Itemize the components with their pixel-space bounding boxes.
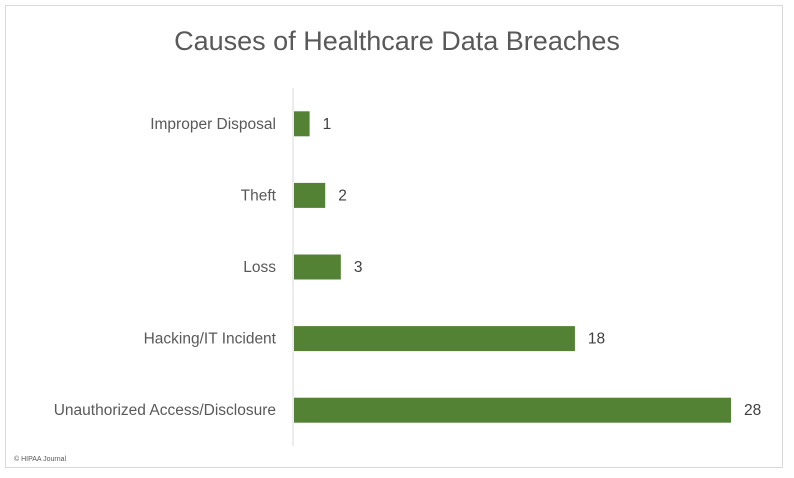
copyright-text: © HIPAA Journal bbox=[14, 456, 67, 463]
bars bbox=[294, 111, 731, 423]
bar bbox=[294, 111, 310, 137]
data-label: 18 bbox=[588, 331, 605, 348]
category-label: Loss bbox=[243, 259, 276, 276]
data-label: 3 bbox=[354, 259, 363, 276]
chart-title: Causes of Healthcare Data Breaches bbox=[174, 26, 620, 56]
category-label: Hacking/IT Incident bbox=[144, 331, 277, 348]
bar bbox=[294, 326, 575, 352]
data-label: 2 bbox=[338, 187, 347, 204]
category-label: Improper Disposal bbox=[150, 116, 276, 133]
category-label: Theft bbox=[241, 187, 277, 204]
chart-frame bbox=[5, 5, 783, 468]
bar bbox=[294, 397, 731, 423]
data-label: 28 bbox=[744, 402, 761, 419]
category-labels: Improper Disposal Theft Loss Hacking/IT Inc… bbox=[54, 116, 277, 419]
bar bbox=[294, 182, 326, 208]
category-label: Unauthorized Access/Disclosure bbox=[54, 402, 276, 419]
data-label: 1 bbox=[323, 116, 332, 133]
bar bbox=[294, 254, 341, 280]
data-labels: 1 2 3 18 28 bbox=[323, 116, 762, 419]
